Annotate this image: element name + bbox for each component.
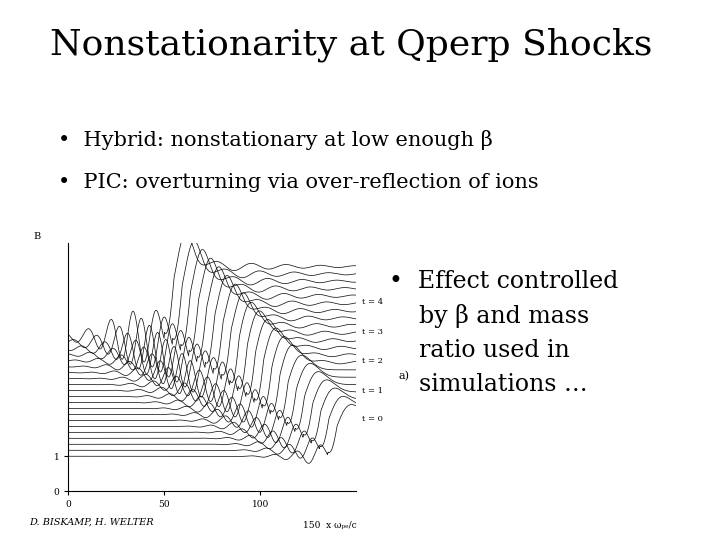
Text: •  Effect controlled
    by β and mass
    ratio used in
    simulations …: • Effect controlled by β and mass ratio … bbox=[389, 270, 618, 396]
Text: D. BISKAMP, H. WELTER: D. BISKAMP, H. WELTER bbox=[29, 517, 153, 526]
Text: •  Hybrid: nonstationary at low enough β: • Hybrid: nonstationary at low enough β bbox=[58, 130, 492, 150]
Text: a): a) bbox=[398, 371, 409, 381]
Text: Nonstationarity at Qperp Shocks: Nonstationarity at Qperp Shocks bbox=[50, 27, 653, 62]
Text: t = 0: t = 0 bbox=[362, 415, 383, 423]
Text: t = 3: t = 3 bbox=[362, 328, 383, 335]
Text: t = 4: t = 4 bbox=[362, 298, 383, 306]
Text: t = 1: t = 1 bbox=[362, 387, 383, 395]
Text: t = 2: t = 2 bbox=[362, 357, 383, 366]
Text: •  PIC: overturning via over-reflection of ions: • PIC: overturning via over-reflection o… bbox=[58, 173, 539, 192]
Text: B: B bbox=[34, 232, 41, 240]
Text: 150  x ωₚₑ/c: 150 x ωₚₑ/c bbox=[302, 521, 356, 530]
